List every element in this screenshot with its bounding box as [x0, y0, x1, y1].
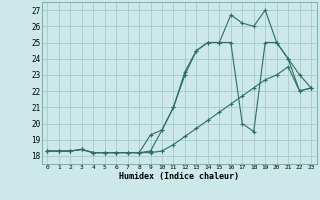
X-axis label: Humidex (Indice chaleur): Humidex (Indice chaleur)	[119, 172, 239, 181]
